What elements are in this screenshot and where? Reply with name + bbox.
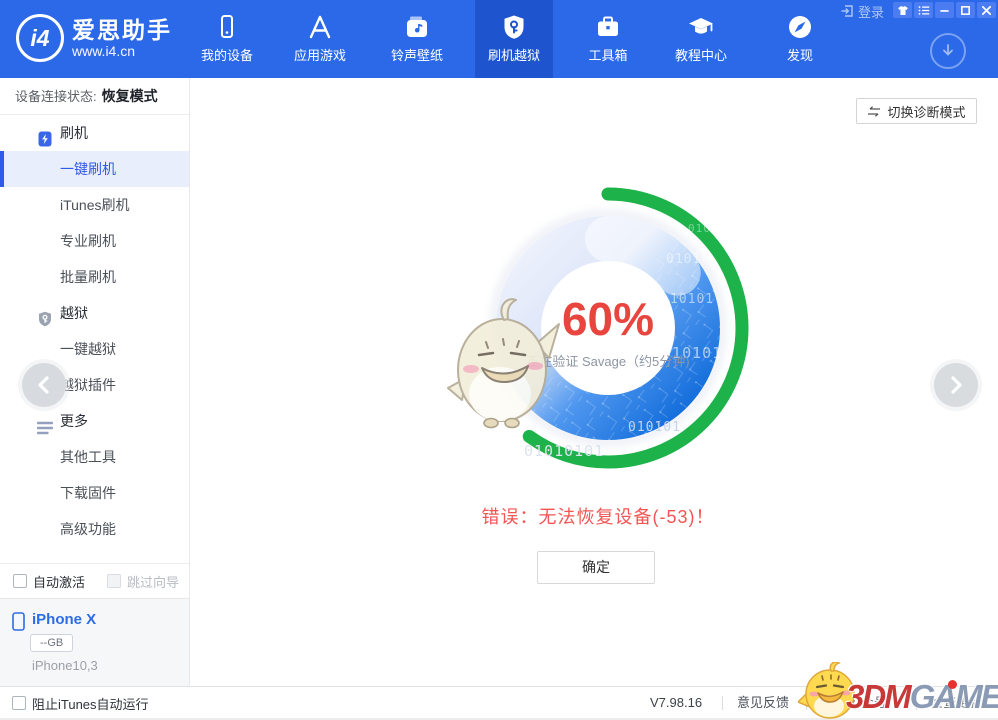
connection-mode: 恢复模式: [101, 88, 158, 104]
binary-texture: 0101: [688, 222, 719, 235]
checkbox-icon[interactable]: [12, 696, 26, 710]
skin-button[interactable]: [893, 2, 912, 18]
close-button[interactable]: [977, 2, 996, 18]
device-capacity-badge: --GB: [30, 634, 74, 652]
chevron-left-icon: [38, 376, 49, 394]
previous-page-button[interactable]: [22, 363, 66, 407]
maximize-icon: [961, 5, 970, 15]
swap-arrows-icon: [868, 105, 881, 117]
sidebar: 设备连接状态: 恢复模式 刷机 一键刷机 iTunes刷机 专业刷机 批量刷机: [0, 78, 190, 686]
flash-phone-icon: [37, 125, 53, 161]
download-arrow-icon: [943, 44, 953, 56]
top-navigation-bar: i4 爱思助手 www.i4.cn 我的设备 应用游戏 铃声壁纸: [0, 0, 998, 78]
tab-ringtones-wallpapers[interactable]: 铃声壁纸: [378, 0, 456, 78]
device-info-panel: iPhone X --GB iPhone10,3: [0, 598, 189, 686]
briefcase-icon: [569, 11, 647, 43]
tab-apps-games[interactable]: 应用游戏: [281, 0, 359, 78]
tab-tutorial-center[interactable]: 教程中心: [662, 0, 740, 78]
sidebar-item-one-click-flash[interactable]: 一键刷机: [0, 151, 189, 187]
tshirt-icon: [897, 5, 908, 15]
window-controls: [893, 2, 996, 18]
sidebar-item-download-firmware[interactable]: 下载固件: [60, 485, 116, 501]
sidebar-item-itunes-flash[interactable]: iTunes刷机: [60, 197, 130, 213]
sidebar-item-one-click-jailbreak[interactable]: 一键越狱: [60, 341, 116, 357]
tab-flash-jailbreak[interactable]: 刷机越狱: [475, 0, 553, 78]
tab-discover[interactable]: 发现: [761, 0, 839, 78]
skip-wizard-checkbox[interactable]: 跳过向导: [107, 572, 179, 591]
progress-percent: 60%: [561, 293, 655, 345]
device-phone-icon: [12, 612, 25, 631]
auto-activate-checkbox[interactable]: 自动激活: [13, 572, 85, 591]
download-manager-button[interactable]: [930, 33, 966, 69]
sidebar-item-batch-flash[interactable]: 批量刷机: [60, 269, 116, 285]
music-note-icon: [378, 11, 456, 43]
block-itunes-checkbox[interactable]: 阻止iTunes自动运行: [12, 687, 149, 719]
next-page-button[interactable]: [934, 363, 978, 407]
divider: [916, 696, 917, 710]
sidebar-item-more[interactable]: 更多: [0, 403, 189, 439]
jailbreak-shield-icon: [37, 305, 53, 341]
app-logo: i4 爱思助手 www.i4.cn: [16, 14, 172, 62]
switch-diagnostic-mode-button[interactable]: 切换诊断模式: [856, 98, 977, 124]
phone-icon: [188, 11, 266, 43]
minimize-button[interactable]: [935, 2, 954, 18]
list-icon: [918, 5, 929, 15]
i4-logo-icon: i4: [16, 14, 64, 62]
minimize-icon: [940, 9, 949, 12]
binary-texture: 1010101: [652, 344, 723, 362]
close-icon: [981, 5, 992, 15]
maximize-button[interactable]: [956, 2, 975, 18]
progress-status-text: 正在验证 Savage（约5分钟): [526, 354, 690, 369]
3dmgame-watermark: 3DMGAME: [846, 678, 998, 715]
binary-texture: 01010101: [524, 442, 605, 460]
appstore-icon: [281, 11, 359, 43]
device-name: iPhone X: [32, 611, 97, 628]
checkbox-icon[interactable]: [107, 574, 122, 588]
login-button[interactable]: 登录: [840, 3, 884, 20]
binary-texture: 10101: [670, 292, 715, 307]
task-list-button[interactable]: [914, 2, 933, 18]
brand-url: www.i4.cn: [72, 42, 136, 59]
watermark-dot: [948, 680, 957, 689]
chevron-right-icon: [951, 376, 962, 394]
sidebar-item-pro-flash[interactable]: 专业刷机: [60, 233, 116, 249]
i4-mascot-sticker: [447, 298, 560, 429]
error-message: 错误：无法恢复设备(-53)！: [481, 507, 715, 527]
checkbox-icon[interactable]: [13, 574, 27, 588]
sidebar-item-advanced-features[interactable]: 高级功能: [60, 521, 116, 537]
feedback-link[interactable]: 意见反馈: [737, 695, 790, 710]
check-update-link[interactable]: 检查更新: [930, 695, 983, 710]
binary-texture: 01010: [666, 252, 711, 267]
yellow-chick-mascot: [798, 662, 855, 719]
compass-icon: [761, 11, 839, 43]
sidebar-item-other-tools[interactable]: 其他工具: [60, 449, 116, 465]
device-model: iPhone10,3: [32, 658, 98, 673]
sidebar-menu: 刷机 一键刷机 iTunes刷机 专业刷机 批量刷机 越狱 一键越狱: [0, 115, 189, 547]
device-connection-status: 设备连接状态: 恢复模式: [0, 78, 189, 115]
sidebar-item-jailbreak-plugins[interactable]: 越狱插件: [60, 377, 116, 393]
login-icon: [841, 5, 853, 17]
graduation-cap-icon: [662, 11, 740, 43]
divider: [722, 696, 723, 710]
sidebar-item-flash[interactable]: 刷机: [0, 115, 189, 151]
binary-texture: 010101: [628, 420, 681, 435]
shield-key-icon: [475, 11, 553, 43]
brand-name: 爱思助手: [72, 16, 172, 43]
more-lines-icon: [36, 413, 54, 449]
sidebar-item-jailbreak[interactable]: 越狱: [0, 295, 189, 331]
tab-toolbox[interactable]: 工具箱: [569, 0, 647, 78]
ok-button[interactable]: 确定: [537, 551, 655, 584]
sidebar-options: 自动激活 跳过向导: [0, 563, 189, 598]
tab-my-devices[interactable]: 我的设备: [188, 0, 266, 78]
version-label: V7.98.16: [650, 695, 703, 710]
